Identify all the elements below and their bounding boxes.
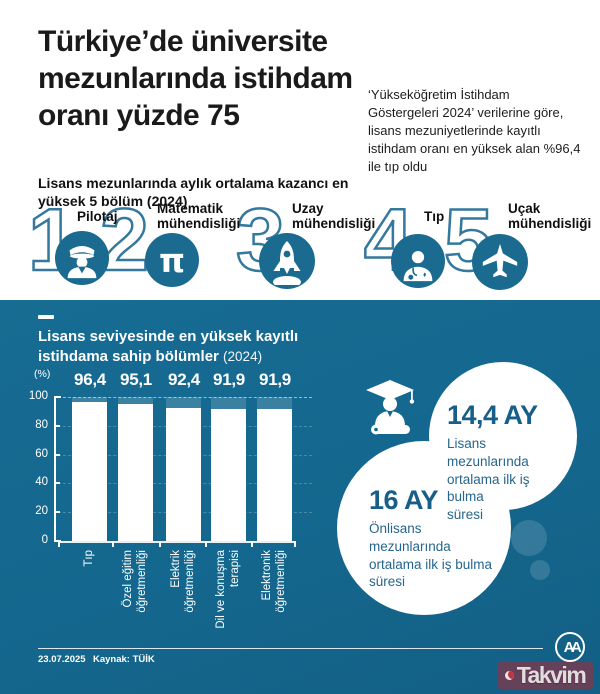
x-label-elektrik: Elektrik öğretmenliği: [169, 550, 196, 613]
title-line-3: oranı yüzde 75: [38, 98, 240, 132]
pilot-icon: [55, 231, 109, 285]
x-axis-tick: [294, 541, 296, 547]
x-axis-tick: [251, 541, 253, 547]
rocket-icon: [259, 233, 315, 289]
y-axis-line: [54, 397, 56, 541]
chart-title-line-2: istihdama sahip bölümler (2024): [38, 348, 263, 366]
bar-column: [166, 397, 201, 541]
bar-elektrik: [166, 407, 201, 541]
footer-divider: [38, 648, 543, 649]
rank-label-ucak: Uçak mühendisliği: [508, 201, 592, 231]
bar-column: [257, 397, 292, 541]
bar-ozel-egitim: [118, 404, 153, 541]
pi-glyph: π: [158, 240, 186, 280]
bar-column: [72, 397, 107, 541]
bar-value-2: 95,1: [120, 370, 152, 389]
graduate-icon: [364, 378, 416, 445]
x-axis-line: [58, 541, 296, 543]
decorative-bubble: [530, 560, 550, 580]
x-label-dil-konusma: Dil ve konuşma terapisi: [214, 550, 241, 629]
lead-note: ‘Yükseköğretim İstihdam Göstergeleri 202…: [368, 87, 581, 174]
chart-title: Lisans seviyesinde en yüksek kayıtlı ist…: [38, 327, 358, 368]
stat-circle-lisans: 14,4 AY Lisans mezunlarında ortalama ilk…: [429, 362, 577, 522]
y-tick-0: 0: [41, 534, 48, 546]
y-tick-40: 40: [35, 476, 48, 489]
y-axis-tick-80: [55, 424, 60, 427]
bar-elektronik: [257, 408, 292, 541]
y-axis-tick-40: [55, 482, 60, 485]
takvim-wordmark: Takvim: [516, 662, 587, 688]
bar-value-4: 91,9: [213, 370, 245, 389]
ranking-subtitle: Lisans mezunlarında aylık ortalama kazan…: [38, 175, 349, 210]
page-title: Türkiye’de üniversite mezunlarında istih…: [38, 24, 388, 135]
y-axis-bottom-tick: [54, 540, 61, 542]
y-axis-tick-60: [55, 453, 60, 456]
y-axis-unit: (%): [34, 368, 51, 380]
chart-title-year: (2024): [223, 349, 263, 365]
rank-label-uzay: Uzay mühendisliği: [292, 201, 376, 231]
x-axis-tick: [58, 541, 60, 547]
gridline-100: [58, 397, 312, 398]
bar-value-3: 92,4: [168, 370, 200, 389]
title-line-1: Türkiye’de üniversite: [38, 25, 328, 58]
chart-title-line-1: Lisans seviyesinde en yüksek kayıtlı: [38, 328, 299, 345]
plane-icon: [472, 234, 528, 290]
bar-dil-konusma: [211, 408, 246, 541]
rank-label-matematik: Matematik mühendisliği: [157, 201, 241, 231]
y-axis-tick-20: [55, 511, 60, 514]
rank-label-tip: Tıp: [424, 209, 445, 224]
bar-tip: [72, 402, 107, 541]
section-dash: [38, 315, 54, 319]
x-axis-tick: [112, 541, 114, 547]
x-axis-tick: [205, 541, 207, 547]
y-axis-top-tick: [54, 396, 61, 398]
x-axis-tick: [159, 541, 161, 547]
title-line-2: mezunlarında istihdam: [38, 61, 353, 95]
takvim-brand-logo: Takvim: [497, 662, 593, 689]
aa-agency-logo: AA: [555, 632, 585, 662]
y-tick-20: 20: [35, 505, 48, 518]
stat-desc-onlisans: Önlisans mezunlarında ortalama ilk iş bu…: [369, 521, 493, 590]
pi-icon: π: [145, 233, 199, 287]
x-label-tip: Tıp: [82, 550, 95, 567]
y-tick-60: 60: [35, 447, 48, 460]
footer-date: 23.07.2025: [38, 654, 86, 665]
stat-value-lisans: 14,4 AY: [447, 400, 538, 430]
bar-column: [118, 397, 153, 541]
rank-label-pilotaj: Pilotaj: [77, 209, 118, 224]
doctor-icon: [391, 234, 445, 288]
bar-column: [211, 397, 246, 541]
x-label-elektronik: Elektronik öğretmenliği: [260, 550, 287, 613]
crescent-icon: [504, 671, 514, 680]
stat-desc-lisans: Lisans mezunlarında ortalama ilk iş bulm…: [447, 436, 530, 523]
stat-value-onlisans: 16 AY: [369, 485, 439, 515]
rank-number-2: 2: [99, 190, 150, 289]
x-label-ozel-egitim: Özel eğitim öğretmenliği: [121, 550, 148, 613]
y-tick-80: 80: [35, 418, 48, 431]
y-tick-100: 100: [28, 390, 48, 402]
footer-source: Kaynak: TÜİK: [93, 654, 155, 665]
decorative-bubble: [511, 520, 547, 556]
bar-value-1: 96,4: [74, 370, 106, 389]
bar-value-5: 91,9: [259, 370, 291, 389]
